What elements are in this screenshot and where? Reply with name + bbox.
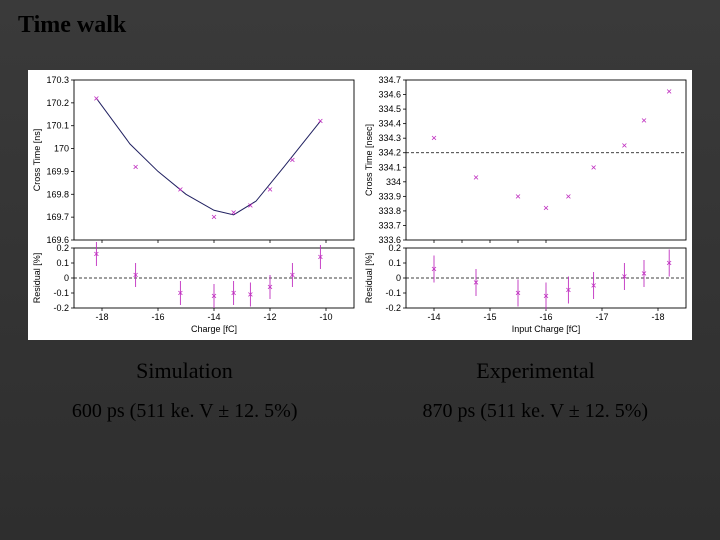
svg-text:333.7: 333.7 (378, 220, 401, 230)
svg-text:×: × (211, 212, 217, 223)
svg-text:Residual [%]: Residual [%] (364, 253, 374, 304)
svg-text:×: × (565, 191, 571, 202)
svg-text:0.2: 0.2 (56, 243, 69, 253)
chart-panel: 169.6169.7169.8169.9170170.1170.2170.3Cr… (28, 70, 692, 340)
slide: Time walk 169.6169.7169.8169.9170170.117… (0, 0, 720, 540)
svg-text:-10: -10 (319, 312, 332, 322)
svg-text:334.7: 334.7 (378, 75, 401, 85)
svg-text:-0.1: -0.1 (53, 288, 69, 298)
svg-text:×: × (565, 285, 571, 296)
svg-text:×: × (211, 291, 217, 302)
svg-text:170.3: 170.3 (46, 75, 69, 85)
svg-text:×: × (666, 258, 672, 269)
labels-row: Simulation Experimental (0, 358, 720, 384)
svg-text:×: × (247, 290, 253, 301)
svg-text:Input Charge [fC]: Input Charge [fC] (512, 324, 581, 334)
svg-text:-18: -18 (95, 312, 108, 322)
svg-text:-16: -16 (151, 312, 164, 322)
svg-text:334.2: 334.2 (378, 148, 401, 158)
svg-text:×: × (247, 201, 253, 212)
svg-text:-0.1: -0.1 (385, 288, 401, 298)
svg-text:Cross Time [ns]: Cross Time [ns] (32, 129, 42, 192)
svg-text:334.1: 334.1 (378, 162, 401, 172)
values-row: 600 ps (511 ke. V ± 12. 5%) 870 ps (511 … (0, 400, 720, 423)
svg-text:334.6: 334.6 (378, 90, 401, 100)
svg-text:-0.2: -0.2 (385, 303, 401, 313)
svg-text:334.3: 334.3 (378, 133, 401, 143)
svg-text:×: × (93, 249, 99, 260)
svg-text:×: × (317, 116, 323, 127)
svg-text:-18: -18 (651, 312, 664, 322)
right-value: 870 ps (511 ke. V ± 12. 5%) (363, 400, 709, 423)
svg-text:333.8: 333.8 (378, 206, 401, 216)
svg-text:0: 0 (396, 273, 401, 283)
svg-text:Charge [fC]: Charge [fC] (191, 324, 237, 334)
svg-text:0.1: 0.1 (388, 258, 401, 268)
svg-text:-12: -12 (263, 312, 276, 322)
svg-text:×: × (177, 185, 183, 196)
svg-text:×: × (133, 270, 139, 281)
svg-text:×: × (591, 281, 597, 292)
svg-text:×: × (133, 162, 139, 173)
svg-text:-14: -14 (207, 312, 220, 322)
svg-text:169.9: 169.9 (46, 166, 69, 176)
svg-text:169.7: 169.7 (46, 212, 69, 222)
svg-text:334.5: 334.5 (378, 104, 401, 114)
svg-text:0.1: 0.1 (56, 258, 69, 268)
svg-text:Cross Time [nsec]: Cross Time [nsec] (364, 124, 374, 196)
svg-text:×: × (515, 288, 521, 299)
svg-text:×: × (543, 203, 549, 214)
svg-text:×: × (289, 270, 295, 281)
svg-text:×: × (641, 116, 647, 127)
svg-text:×: × (267, 185, 273, 196)
svg-text:×: × (267, 282, 273, 293)
svg-text:×: × (473, 172, 479, 183)
svg-text:-16: -16 (539, 312, 552, 322)
svg-text:170.1: 170.1 (46, 121, 69, 131)
svg-text:×: × (177, 288, 183, 299)
svg-text:-14: -14 (427, 312, 440, 322)
right-label: Experimental (363, 358, 709, 384)
svg-text:×: × (621, 272, 627, 283)
svg-text:170.2: 170.2 (46, 98, 69, 108)
svg-text:×: × (289, 155, 295, 166)
svg-text:334.4: 334.4 (378, 119, 401, 129)
svg-text:170: 170 (54, 144, 69, 154)
svg-text:×: × (431, 264, 437, 275)
svg-text:×: × (317, 252, 323, 263)
svg-text:-17: -17 (595, 312, 608, 322)
svg-text:×: × (93, 93, 99, 104)
svg-text:×: × (591, 162, 597, 173)
svg-text:×: × (231, 288, 237, 299)
svg-text:334: 334 (386, 177, 401, 187)
svg-text:×: × (543, 291, 549, 302)
svg-text:-15: -15 (483, 312, 496, 322)
svg-text:-0.2: -0.2 (53, 303, 69, 313)
svg-text:333.9: 333.9 (378, 191, 401, 201)
svg-text:×: × (431, 133, 437, 144)
svg-text:×: × (621, 140, 627, 151)
svg-text:Residual [%]: Residual [%] (32, 253, 42, 304)
svg-text:0.2: 0.2 (388, 243, 401, 253)
svg-text:0: 0 (64, 273, 69, 283)
left-label: Simulation (12, 358, 358, 384)
svg-text:×: × (473, 278, 479, 289)
svg-text:×: × (515, 191, 521, 202)
left-value: 600 ps (511 ke. V ± 12. 5%) (12, 400, 358, 423)
svg-text:169.8: 169.8 (46, 189, 69, 199)
svg-text:×: × (666, 87, 672, 98)
slide-title: Time walk (18, 12, 126, 39)
charts-svg: 169.6169.7169.8169.9170170.1170.2170.3Cr… (28, 70, 692, 340)
svg-text:×: × (231, 208, 237, 219)
svg-text:×: × (641, 269, 647, 280)
